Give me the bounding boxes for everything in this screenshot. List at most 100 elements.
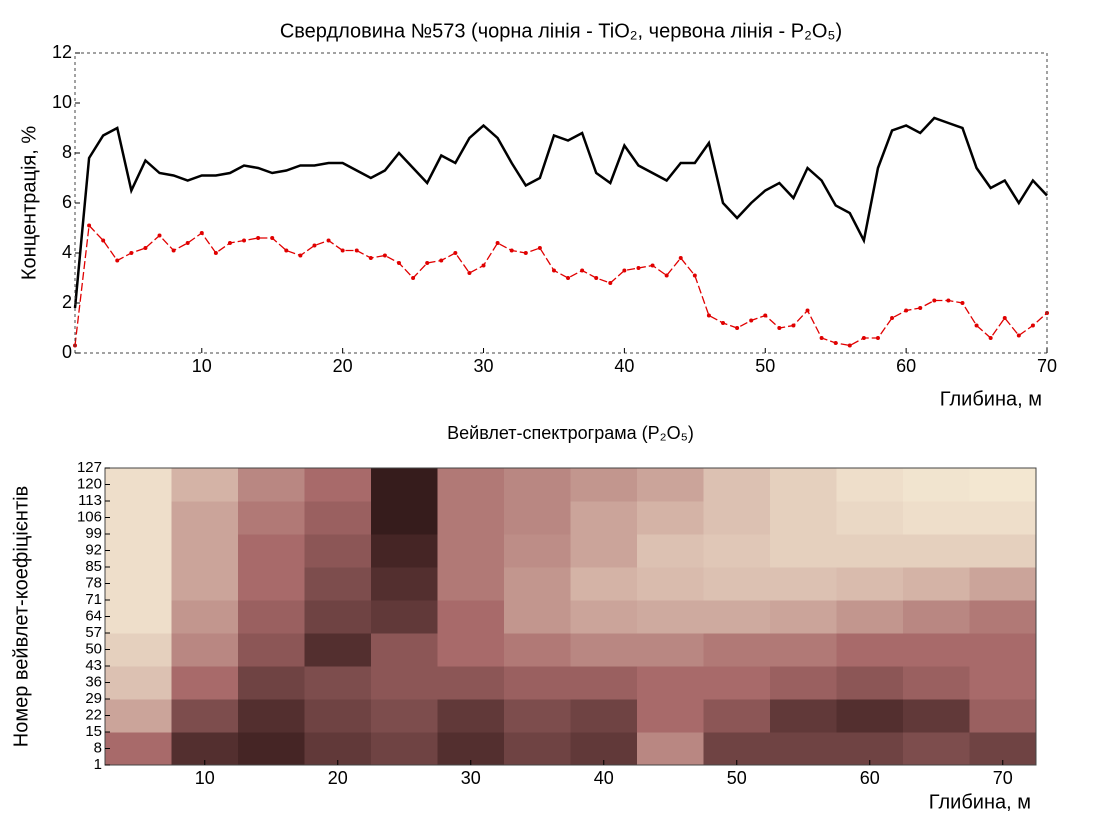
heat-cell bbox=[238, 732, 305, 766]
point bbox=[481, 263, 486, 268]
heat-cell bbox=[304, 633, 372, 667]
y-tick-label: 10 bbox=[52, 92, 72, 112]
point bbox=[340, 248, 345, 253]
y-tick-label: 8 bbox=[62, 142, 72, 162]
heat-cell bbox=[703, 666, 771, 700]
point bbox=[749, 318, 754, 323]
point bbox=[185, 241, 190, 245]
x-tick-label: 70 bbox=[993, 768, 1013, 788]
point bbox=[692, 273, 697, 278]
heat-cell bbox=[437, 699, 505, 733]
heat-cell bbox=[437, 534, 505, 568]
heat-cell bbox=[304, 666, 372, 700]
heat-cell bbox=[504, 501, 571, 535]
y-tick-label: 4 bbox=[62, 242, 72, 262]
heat-cell bbox=[105, 567, 172, 601]
point bbox=[537, 246, 542, 250]
heat-cell bbox=[504, 633, 571, 667]
heat-cell bbox=[105, 732, 172, 766]
heat-cell bbox=[105, 534, 172, 568]
heat-cell bbox=[105, 666, 172, 700]
heat-cell bbox=[171, 468, 239, 502]
point bbox=[650, 263, 655, 268]
heat-cell bbox=[238, 699, 305, 733]
y-tick-label: 106 bbox=[77, 508, 102, 525]
x-tick-label: 60 bbox=[860, 768, 880, 788]
point bbox=[833, 341, 838, 345]
point bbox=[270, 236, 275, 240]
y-tick-label: 57 bbox=[85, 624, 102, 641]
heat-cell bbox=[371, 534, 438, 568]
heat-cell bbox=[770, 633, 837, 667]
y-tick-label: 78 bbox=[85, 574, 102, 591]
point bbox=[298, 253, 303, 258]
heat-cell bbox=[637, 699, 704, 733]
heat-cell bbox=[969, 600, 1037, 634]
point bbox=[890, 316, 895, 320]
heat-cell bbox=[836, 501, 904, 535]
heat-cell bbox=[903, 534, 970, 568]
x-tick-label: 20 bbox=[333, 356, 353, 376]
heat-cell bbox=[105, 600, 172, 634]
heat-cell bbox=[969, 567, 1037, 601]
point bbox=[791, 323, 796, 328]
y-tick-label: 92 bbox=[85, 541, 102, 558]
y-tick-label: 2 bbox=[62, 292, 72, 312]
y-tick-label: 29 bbox=[85, 690, 102, 707]
heat-cell bbox=[504, 600, 571, 634]
heat-cell bbox=[105, 633, 172, 667]
heat-cell bbox=[304, 534, 372, 568]
heat-cell bbox=[238, 600, 305, 634]
heat-cell bbox=[238, 534, 305, 568]
heat-cell bbox=[969, 732, 1037, 766]
point bbox=[904, 308, 909, 313]
x-tick-label: 20 bbox=[328, 768, 348, 788]
heat-cell bbox=[437, 666, 505, 700]
point bbox=[960, 301, 965, 305]
y-tick-label: 50 bbox=[85, 640, 102, 657]
y-tick-label: 12 bbox=[52, 42, 72, 62]
point bbox=[608, 281, 613, 285]
heat-cell bbox=[637, 468, 704, 502]
heat-cell bbox=[903, 468, 970, 502]
heat-cell bbox=[770, 699, 837, 733]
heat-cell bbox=[770, 534, 837, 568]
y-tick-label: 6 bbox=[62, 192, 72, 212]
heat-cell bbox=[770, 468, 837, 502]
heat-cell bbox=[304, 699, 372, 733]
point bbox=[706, 313, 711, 318]
y-tick-label: 1 bbox=[94, 756, 102, 773]
heat-cell bbox=[371, 699, 438, 733]
y-tick-label: 8 bbox=[94, 739, 102, 756]
y-tick-label: 22 bbox=[85, 706, 102, 723]
heat-cell bbox=[238, 501, 305, 535]
x-tick-label: 50 bbox=[755, 356, 775, 376]
heat-cell bbox=[836, 567, 904, 601]
heat-cell bbox=[836, 600, 904, 634]
point bbox=[509, 248, 514, 253]
plot-frame bbox=[74, 52, 1048, 354]
point bbox=[213, 251, 218, 255]
heat-cell bbox=[703, 732, 771, 766]
y-tick-label: 71 bbox=[85, 591, 102, 608]
heat-cell bbox=[969, 633, 1037, 667]
point bbox=[382, 253, 387, 258]
heat-cell bbox=[969, 699, 1037, 733]
point bbox=[101, 238, 106, 243]
point bbox=[875, 336, 880, 340]
x-tick-label: 70 bbox=[1037, 356, 1057, 376]
point bbox=[368, 256, 373, 260]
point bbox=[763, 313, 768, 318]
heat-cell bbox=[238, 666, 305, 700]
point bbox=[819, 336, 824, 340]
heat-cell bbox=[437, 600, 505, 634]
heat-cell bbox=[969, 501, 1037, 535]
heat-cell bbox=[570, 501, 638, 535]
heat-cell bbox=[770, 732, 837, 766]
y-tick-label: 120 bbox=[77, 475, 102, 492]
heat-cell bbox=[770, 501, 837, 535]
heat-cell bbox=[836, 534, 904, 568]
x-tick-label: 10 bbox=[192, 356, 212, 376]
y-tick-label: 43 bbox=[85, 657, 102, 674]
point bbox=[326, 238, 331, 243]
